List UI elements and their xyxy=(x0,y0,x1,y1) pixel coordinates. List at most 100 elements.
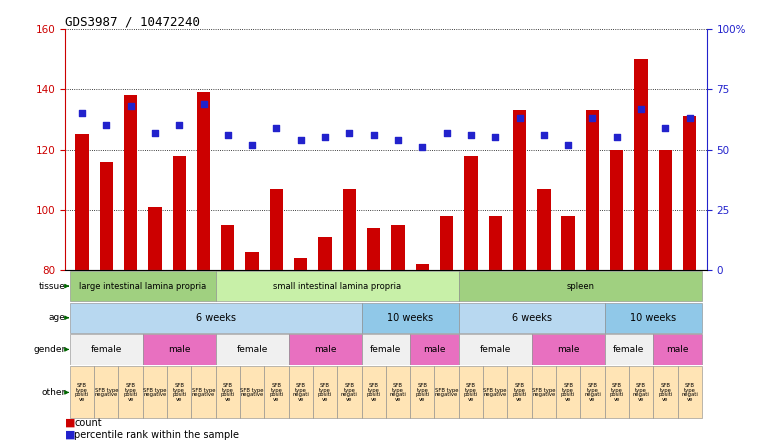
Text: SFB
type
positi
ve: SFB type positi ve xyxy=(415,383,429,402)
Bar xyxy=(488,216,502,270)
Text: count: count xyxy=(74,418,102,428)
Bar xyxy=(289,334,361,365)
Text: SFB
type
positi
ve: SFB type positi ve xyxy=(124,383,138,402)
Bar xyxy=(215,334,289,365)
Bar xyxy=(410,366,435,419)
Bar xyxy=(191,366,215,419)
Point xyxy=(125,103,137,110)
Bar xyxy=(440,216,453,270)
Text: tissue: tissue xyxy=(38,281,66,290)
Text: SFB type
negative: SFB type negative xyxy=(95,388,118,397)
Text: SFB
type
positi
ve: SFB type positi ve xyxy=(367,383,380,402)
Bar xyxy=(289,366,313,419)
Bar xyxy=(264,366,289,419)
Point xyxy=(562,141,575,148)
Text: 10 weeks: 10 weeks xyxy=(387,313,433,323)
Bar xyxy=(240,366,264,419)
Point xyxy=(586,115,598,122)
Text: SFB
type
positi
ve: SFB type positi ve xyxy=(659,383,672,402)
Bar xyxy=(410,334,458,365)
Text: female: female xyxy=(480,345,511,354)
Text: SFB
type
negati
ve: SFB type negati ve xyxy=(341,383,358,402)
Text: 6 weeks: 6 weeks xyxy=(196,313,235,323)
Bar xyxy=(124,95,138,270)
Point xyxy=(416,143,429,151)
Text: SFB
type
negati
ve: SFB type negati ve xyxy=(293,383,309,402)
Point xyxy=(76,110,88,117)
Bar xyxy=(483,366,507,419)
Bar xyxy=(465,155,478,270)
Point xyxy=(635,105,647,112)
Bar xyxy=(604,302,702,333)
Text: SFB type
negative: SFB type negative xyxy=(484,388,507,397)
Bar xyxy=(537,189,551,270)
Text: female: female xyxy=(370,345,402,354)
Bar xyxy=(245,252,259,270)
Bar xyxy=(361,334,410,365)
Text: other: other xyxy=(41,388,66,397)
Text: female: female xyxy=(91,345,122,354)
Bar xyxy=(556,366,581,419)
Bar xyxy=(361,302,458,333)
Bar xyxy=(143,366,167,419)
Text: female: female xyxy=(613,345,645,354)
Bar xyxy=(532,366,556,419)
Text: SFB
type
positi
ve: SFB type positi ve xyxy=(318,383,332,402)
Bar xyxy=(629,366,653,419)
Bar xyxy=(294,258,307,270)
Text: SFB
type
negati
ve: SFB type negati ve xyxy=(584,383,601,402)
Bar xyxy=(562,216,575,270)
Bar xyxy=(435,366,458,419)
Text: SFB type
negative: SFB type negative xyxy=(143,388,167,397)
Bar xyxy=(458,271,702,301)
Text: SFB
type
negati
ve: SFB type negati ve xyxy=(390,383,406,402)
Text: spleen: spleen xyxy=(566,281,594,290)
Point xyxy=(222,131,234,139)
Text: SFB type
negative: SFB type negative xyxy=(192,388,215,397)
Bar xyxy=(361,366,386,419)
Text: SFB
type
positi
ve: SFB type positi ve xyxy=(172,383,186,402)
Point xyxy=(441,129,453,136)
Bar xyxy=(215,271,458,301)
Text: SFB
type
positi
ve: SFB type positi ve xyxy=(269,383,283,402)
Bar xyxy=(610,150,623,270)
Point xyxy=(538,131,550,139)
Bar xyxy=(118,366,143,419)
Text: SFB type
negative: SFB type negative xyxy=(241,388,264,397)
Point xyxy=(246,141,258,148)
Bar xyxy=(416,264,429,270)
Point xyxy=(610,134,623,141)
Bar xyxy=(604,366,629,419)
Text: 10 weeks: 10 weeks xyxy=(630,313,676,323)
Text: large intestinal lamina propria: large intestinal lamina propria xyxy=(79,281,206,290)
Text: SFB
type
positi
ve: SFB type positi ve xyxy=(610,383,624,402)
Bar xyxy=(99,162,113,270)
Bar xyxy=(173,155,186,270)
Bar xyxy=(70,271,215,301)
Point xyxy=(343,129,355,136)
Bar xyxy=(634,59,648,270)
Bar xyxy=(167,366,191,419)
Point xyxy=(319,134,331,141)
Point xyxy=(149,129,161,136)
Bar xyxy=(70,366,94,419)
Bar xyxy=(586,110,599,270)
Bar xyxy=(386,366,410,419)
Bar xyxy=(683,116,696,270)
Bar xyxy=(653,366,678,419)
Point xyxy=(392,136,404,143)
Text: SFB
type
positi
ve: SFB type positi ve xyxy=(75,383,89,402)
Bar xyxy=(532,334,604,365)
Bar xyxy=(659,150,672,270)
Text: GDS3987 / 10472240: GDS3987 / 10472240 xyxy=(65,16,200,29)
Point xyxy=(270,124,283,131)
Bar xyxy=(678,366,702,419)
Point xyxy=(659,124,672,131)
Point xyxy=(100,122,112,129)
Point xyxy=(684,115,696,122)
Bar xyxy=(270,189,283,270)
Text: male: male xyxy=(423,345,445,354)
Bar xyxy=(319,237,332,270)
Point xyxy=(295,136,307,143)
Text: SFB
type
positi
ve: SFB type positi ve xyxy=(513,383,526,402)
